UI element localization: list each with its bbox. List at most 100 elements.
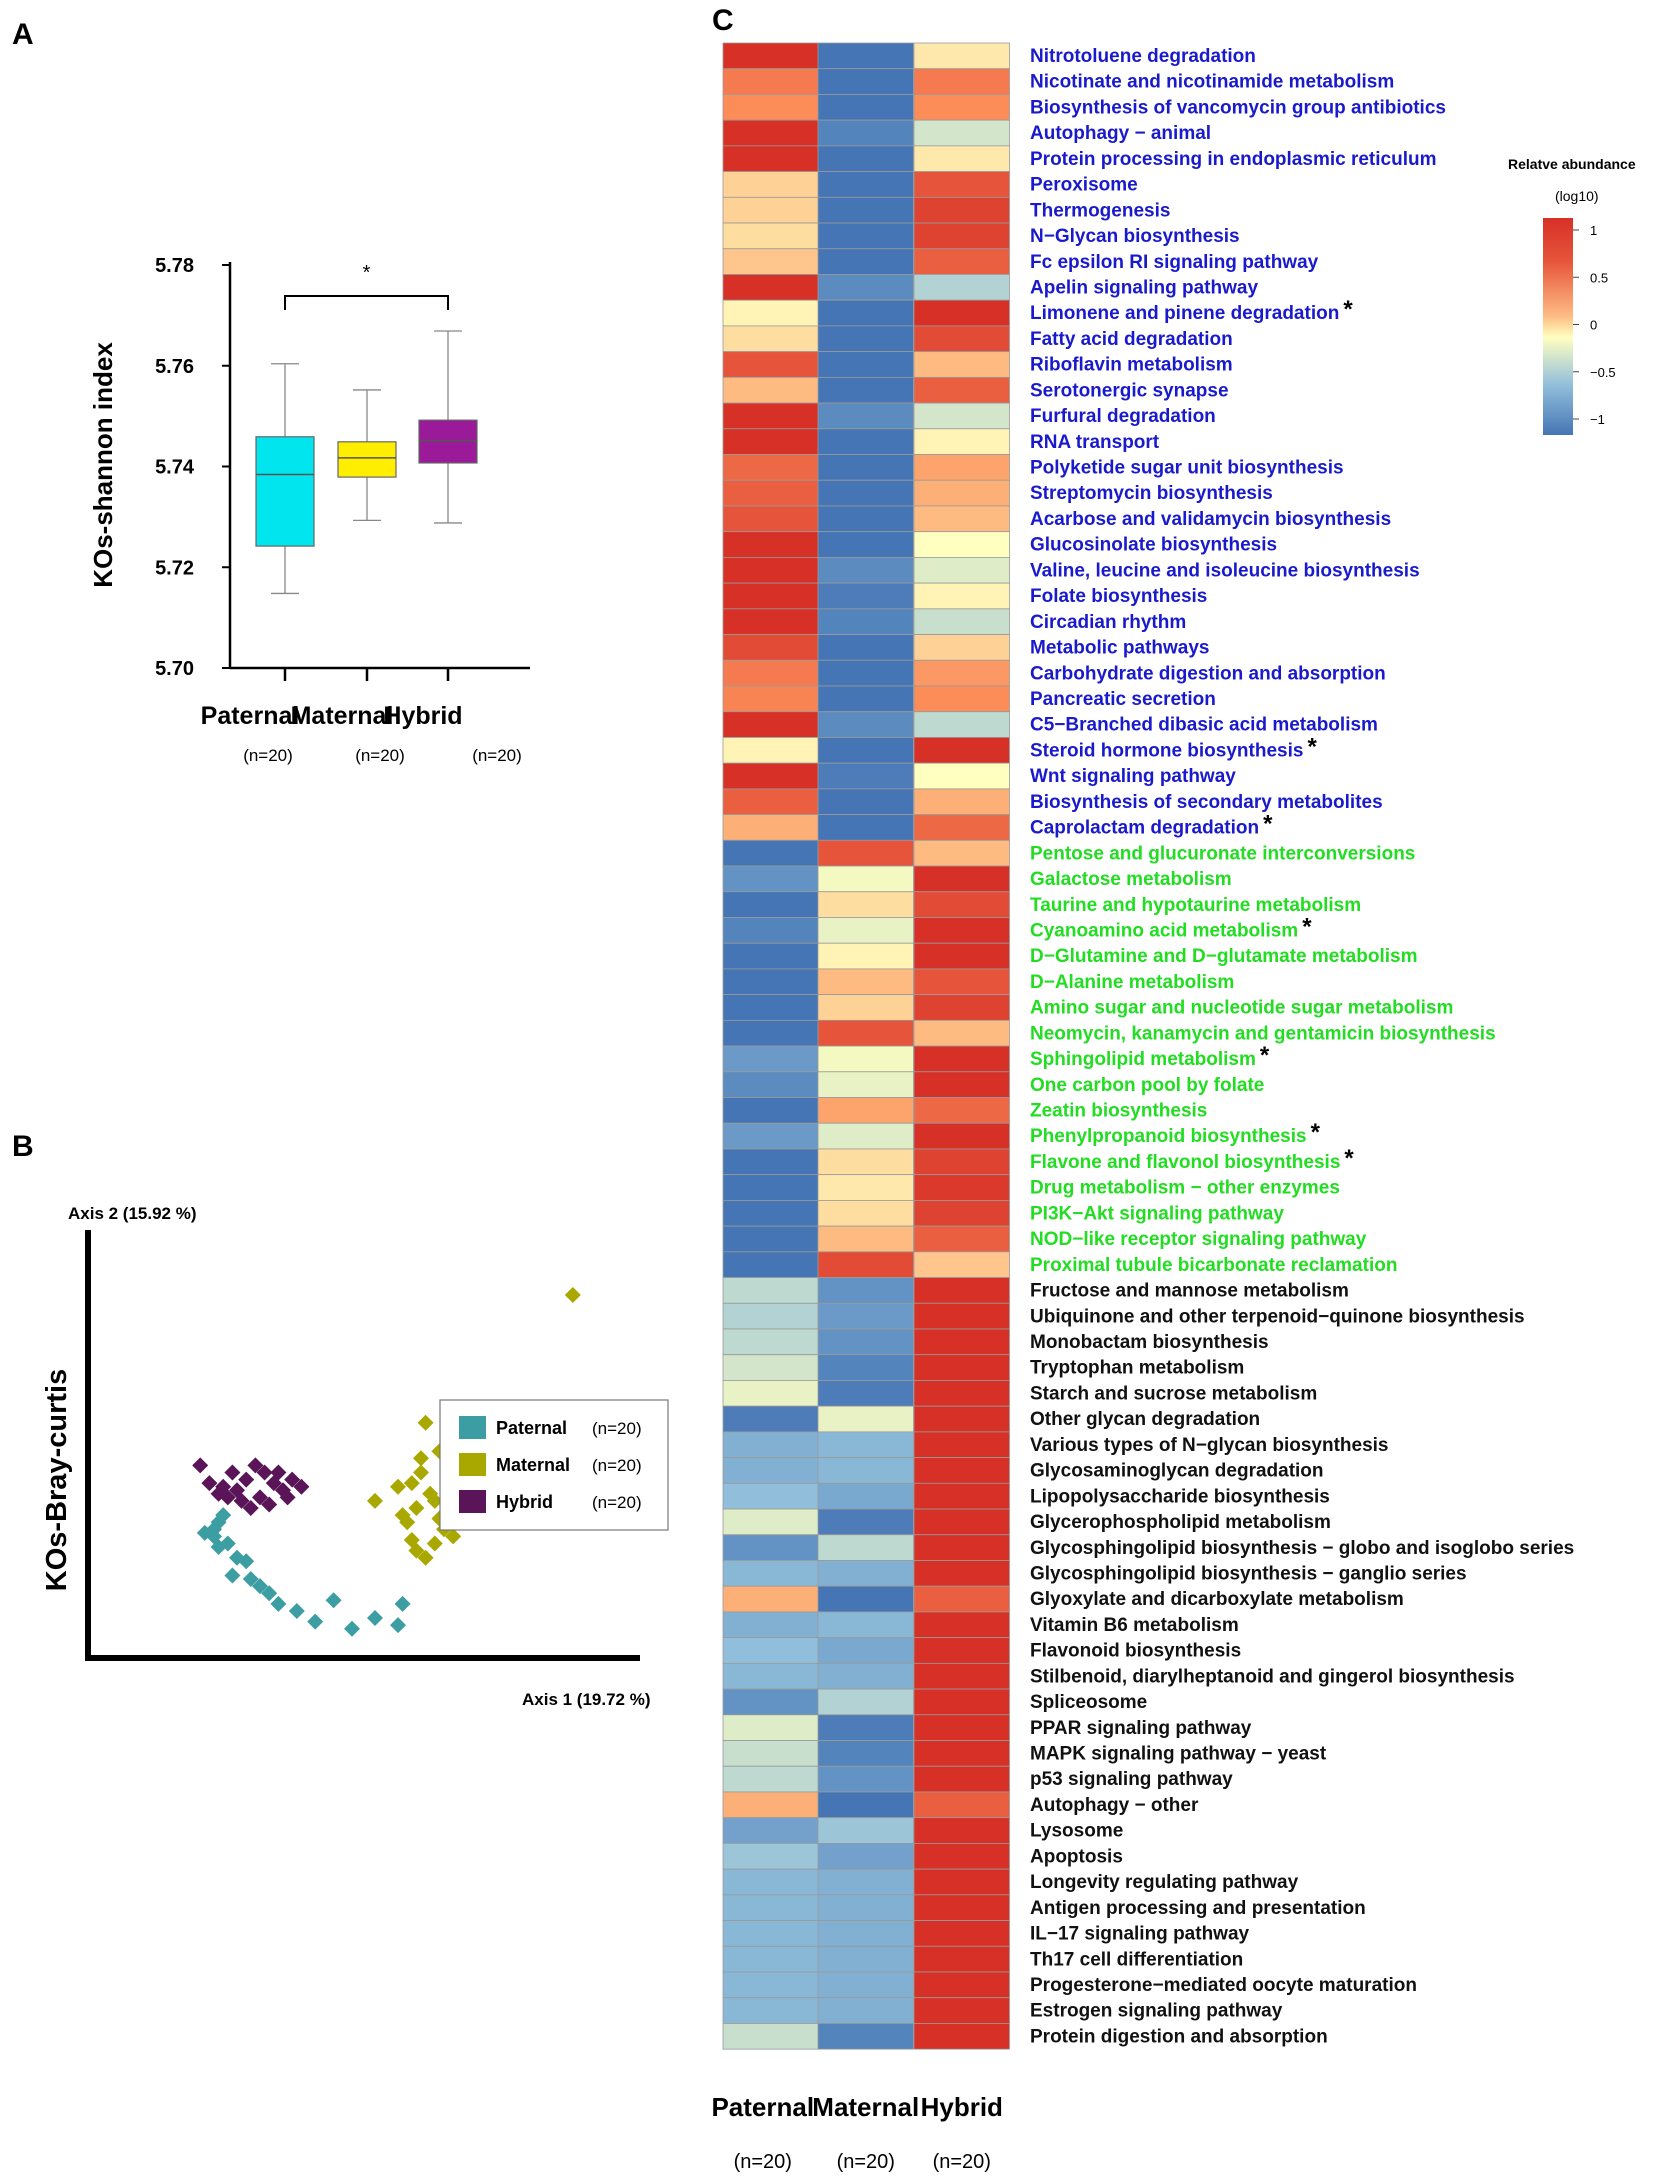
heatmap-column-n: (n=20) xyxy=(933,2151,991,2173)
heatmap-cell xyxy=(817,479,914,507)
pcoa-point-paternal xyxy=(367,1610,383,1627)
heatmap-cell xyxy=(817,1843,914,1870)
heatmap-cell xyxy=(722,1148,819,1176)
heatmap-row-label: Th17 cell differentiation xyxy=(1030,1949,1243,1970)
heatmap-cell xyxy=(913,1251,1010,1278)
heatmap-row-label: Folate biosynthesis xyxy=(1030,586,1207,607)
heatmap-cell xyxy=(817,814,914,841)
heatmap-cell xyxy=(722,351,819,378)
heatmap-cell xyxy=(913,1920,1010,1947)
heatmap-row-label: Neomycin, kanamycin and gentamicin biosy… xyxy=(1030,1023,1496,1044)
heatmap-cell xyxy=(913,428,1010,455)
heatmap-cell xyxy=(722,685,819,713)
heatmap-row-label: Steroid hormone biosynthesis * xyxy=(1030,733,1317,761)
boxplot-ytick-label: 5.78 xyxy=(155,255,194,277)
pcoa-point-hybrid xyxy=(252,1489,268,1506)
heatmap-row-label: Furfural degradation xyxy=(1030,406,1216,427)
heatmap-cell xyxy=(722,994,819,1021)
heatmap-cell xyxy=(817,1791,914,1819)
heatmap-cell xyxy=(913,1019,1010,1047)
panel-label-b: B xyxy=(12,1130,34,1163)
heatmap-row-label: Vitamin B6 metabolism xyxy=(1030,1615,1239,1636)
heatmap-cell xyxy=(722,839,819,867)
heatmap-cell xyxy=(913,1277,1010,1304)
heatmap-cell xyxy=(817,711,914,738)
heatmap-cell xyxy=(722,94,819,121)
heatmap-cell xyxy=(817,119,914,147)
heatmap-cell xyxy=(817,1431,914,1459)
heatmap-row-label: Polyketide sugar unit biosynthesis xyxy=(1030,458,1344,479)
heatmap-row-label: One carbon pool by folate xyxy=(1030,1075,1264,1096)
heatmap-row-label: Caprolactam degradation * xyxy=(1030,811,1273,839)
heatmap-cell xyxy=(913,762,1010,790)
heatmap-row-label: Various types of N−glycan biosynthesis xyxy=(1030,1435,1388,1456)
pcoa-point-paternal xyxy=(288,1602,305,1619)
heatmap-row-label: Pancreatic secretion xyxy=(1030,689,1216,710)
pcoa-point-maternal xyxy=(399,1514,416,1531)
pcoa-point-hybrid xyxy=(270,1464,287,1481)
heatmap-row-label: Thermogenesis xyxy=(1030,200,1170,221)
heatmap-cell xyxy=(817,1071,914,1098)
significance-bracket xyxy=(284,295,449,310)
heatmap-cell xyxy=(817,1611,914,1639)
heatmap-cell xyxy=(913,248,1010,275)
heatmap-row-label: Apoptosis xyxy=(1030,1846,1123,1867)
colorbar-title: Relatve abundance xyxy=(1508,156,1636,172)
heatmap-row-label: Glycosphingolipid biosynthesis − ganglio… xyxy=(1030,1563,1467,1584)
heatmap-row-label: Metabolic pathways xyxy=(1030,638,1210,659)
heatmap-cell xyxy=(817,1174,914,1201)
boxplot-box-maternal xyxy=(337,441,397,478)
heatmap-cell xyxy=(722,557,819,584)
pcoa-point-maternal xyxy=(417,1549,434,1566)
heatmap-row-label: Other glycan degradation xyxy=(1030,1409,1260,1430)
heatmap-row-label: Flavonoid biosynthesis xyxy=(1030,1641,1241,1662)
heatmap-row-label: Antigen processing and presentation xyxy=(1030,1898,1366,1919)
heatmap-cell xyxy=(722,1740,819,1767)
heatmap-cell xyxy=(722,737,819,764)
heatmap-cell xyxy=(817,1945,914,1973)
heatmap-cell xyxy=(913,994,1010,1021)
heatmap-cell xyxy=(817,1585,914,1613)
heatmap-cell xyxy=(913,737,1010,764)
heatmap-row-label: D−Alanine metabolism xyxy=(1030,972,1234,993)
heatmap-row-label: Lysosome xyxy=(1030,1821,1123,1842)
heatmap-cell xyxy=(817,145,914,173)
heatmap-cell xyxy=(913,119,1010,147)
heatmap-cell xyxy=(913,1431,1010,1459)
heatmap-cell xyxy=(817,1508,914,1536)
heatmap-cell xyxy=(817,428,914,455)
heatmap-cell xyxy=(817,68,914,95)
heatmap-cell xyxy=(817,685,914,713)
heatmap-cell xyxy=(722,1225,819,1253)
pcoa-point-maternal xyxy=(403,1475,420,1492)
heatmap-cell xyxy=(913,94,1010,121)
heatmap-row-label: Riboflavin metabolism xyxy=(1030,355,1233,376)
heatmap-cell xyxy=(913,1045,1010,1073)
heatmap-row-label: Glycosaminoglycan degradation xyxy=(1030,1461,1324,1482)
heatmap-cell xyxy=(817,942,914,970)
heatmap-row-label: Tryptophan metabolism xyxy=(1030,1358,1244,1379)
heatmap-cell xyxy=(913,1148,1010,1176)
heatmap-cell xyxy=(817,968,914,996)
pcoa-point-hybrid xyxy=(238,1471,255,1488)
heatmap-cell xyxy=(913,1817,1010,1844)
heatmap-cell xyxy=(817,1045,914,1073)
heatmap-column-n: (n=20) xyxy=(734,2151,792,2173)
pcoa-point-maternal xyxy=(408,1500,425,1516)
heatmap-cell xyxy=(722,402,819,430)
pcoa-point-hybrid xyxy=(284,1471,301,1488)
heatmap-row-label: p53 signaling pathway xyxy=(1030,1769,1233,1790)
heatmap-cell xyxy=(817,1714,914,1741)
heatmap-cell xyxy=(722,1585,819,1613)
heatmap-cell xyxy=(817,1148,914,1176)
heatmap-cell xyxy=(913,582,1010,610)
heatmap-cell xyxy=(817,1637,914,1664)
heatmap-cell xyxy=(913,1071,1010,1098)
pcoa-point-maternal xyxy=(367,1492,383,1509)
heatmap-cell xyxy=(913,1971,1010,1999)
heatmap-row-label: Cyanoamino acid metabolism * xyxy=(1030,913,1312,941)
pcoa-point-maternal xyxy=(390,1478,406,1495)
pcoa-point-paternal xyxy=(325,1592,342,1609)
heatmap-row-label: RNA transport xyxy=(1030,432,1160,453)
pcoa-point-paternal xyxy=(261,1585,278,1602)
